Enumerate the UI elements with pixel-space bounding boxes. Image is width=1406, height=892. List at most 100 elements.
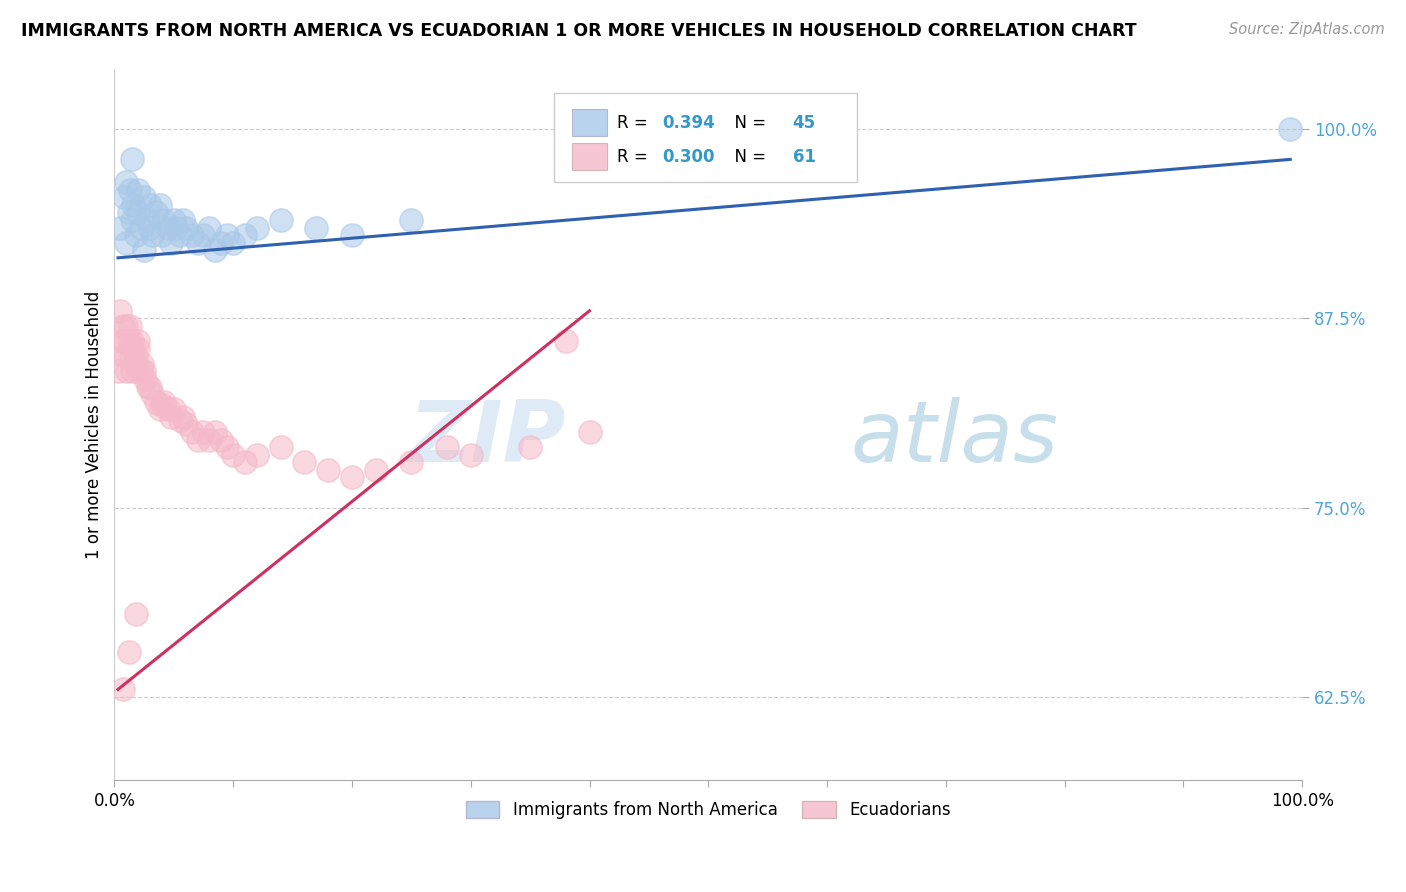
Point — [129, 220, 152, 235]
Point — [172, 213, 194, 227]
Point — [180, 425, 202, 439]
Point — [169, 413, 191, 427]
Point — [187, 433, 209, 447]
Point — [141, 387, 163, 401]
Point — [125, 364, 148, 378]
Text: 45: 45 — [793, 113, 815, 132]
Point — [364, 463, 387, 477]
Point — [519, 440, 541, 454]
Point — [198, 220, 221, 235]
Point — [115, 235, 138, 250]
Point — [246, 220, 269, 235]
Point — [156, 402, 179, 417]
Point — [124, 357, 146, 371]
Point — [132, 244, 155, 258]
Point — [122, 342, 145, 356]
Point — [118, 205, 141, 219]
Text: R =: R = — [617, 148, 652, 166]
Point — [125, 228, 148, 243]
Point — [294, 455, 316, 469]
Point — [125, 349, 148, 363]
Point — [120, 349, 142, 363]
Point — [436, 440, 458, 454]
Point — [222, 448, 245, 462]
Point — [187, 235, 209, 250]
Point — [112, 190, 135, 204]
FancyBboxPatch shape — [572, 109, 607, 136]
Text: 0.300: 0.300 — [662, 148, 714, 166]
Point — [156, 220, 179, 235]
Point — [169, 228, 191, 243]
Point — [145, 394, 167, 409]
Text: atlas: atlas — [851, 397, 1059, 480]
Point — [204, 244, 226, 258]
Point — [233, 228, 256, 243]
Point — [139, 198, 162, 212]
Point — [127, 334, 149, 348]
Text: ZIP: ZIP — [408, 397, 565, 480]
Point — [107, 364, 129, 378]
Point — [174, 417, 197, 432]
Point — [110, 334, 132, 348]
Point — [145, 205, 167, 219]
Text: IMMIGRANTS FROM NORTH AMERICA VS ECUADORIAN 1 OR MORE VEHICLES IN HOUSEHOLD CORR: IMMIGRANTS FROM NORTH AMERICA VS ECUADOR… — [21, 22, 1136, 40]
Point — [209, 433, 232, 447]
Point — [134, 372, 156, 386]
Legend: Immigrants from North America, Ecuadorians: Immigrants from North America, Ecuadoria… — [460, 794, 957, 825]
Point — [316, 463, 339, 477]
Point — [127, 342, 149, 356]
Text: N =: N = — [724, 148, 770, 166]
Point — [340, 228, 363, 243]
Point — [136, 213, 159, 227]
Point — [131, 357, 153, 371]
Point — [118, 644, 141, 658]
Text: 0.394: 0.394 — [662, 113, 714, 132]
Point — [160, 235, 183, 250]
Point — [153, 394, 176, 409]
Point — [139, 220, 162, 235]
Point — [401, 455, 423, 469]
Point — [121, 334, 143, 348]
Point — [1279, 122, 1302, 136]
Point — [578, 425, 600, 439]
Point — [222, 235, 245, 250]
Point — [114, 334, 136, 348]
Point — [125, 607, 148, 621]
Point — [305, 220, 328, 235]
Point — [233, 455, 256, 469]
Point — [246, 448, 269, 462]
FancyBboxPatch shape — [554, 94, 856, 182]
Point — [193, 425, 215, 439]
Point — [148, 402, 170, 417]
Point — [163, 402, 186, 417]
Point — [160, 409, 183, 424]
Text: 61: 61 — [793, 148, 815, 166]
Point — [270, 440, 292, 454]
Point — [112, 349, 135, 363]
Point — [401, 213, 423, 227]
Point — [217, 440, 239, 454]
Point — [148, 198, 170, 212]
Point — [139, 379, 162, 393]
Point — [153, 213, 176, 227]
Point — [174, 220, 197, 235]
Point — [270, 213, 292, 227]
Point — [340, 470, 363, 484]
Point — [150, 228, 173, 243]
Point — [165, 220, 187, 235]
Point — [129, 364, 152, 378]
Text: R =: R = — [617, 113, 652, 132]
Point — [460, 448, 482, 462]
Point — [121, 364, 143, 378]
Point — [127, 183, 149, 197]
Point — [136, 379, 159, 393]
Point — [121, 213, 143, 227]
Point — [115, 349, 138, 363]
Y-axis label: 1 or more Vehicles in Household: 1 or more Vehicles in Household — [86, 290, 103, 558]
Text: N =: N = — [724, 113, 770, 132]
Point — [150, 398, 173, 412]
Point — [115, 175, 138, 189]
Point — [209, 235, 232, 250]
Point — [217, 228, 239, 243]
Point — [554, 334, 576, 348]
